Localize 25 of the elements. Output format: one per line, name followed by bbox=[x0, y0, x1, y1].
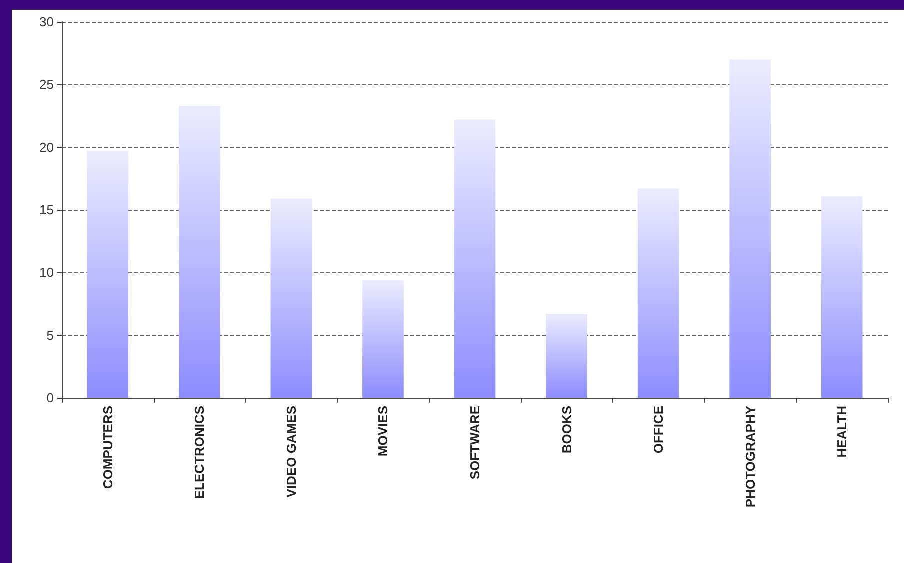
y-tick-label: 25 bbox=[40, 77, 54, 92]
x-tick-label: PHOTOGRAPHY bbox=[742, 406, 758, 508]
bar bbox=[362, 280, 404, 398]
y-tick-label: 5 bbox=[46, 328, 54, 343]
bar bbox=[270, 198, 312, 398]
y-tick-label: 15 bbox=[40, 202, 54, 218]
bar bbox=[546, 314, 588, 398]
x-tick-label: HEALTH bbox=[834, 406, 850, 458]
bar bbox=[638, 188, 680, 398]
x-tick-label: SOFTWARE bbox=[468, 406, 482, 480]
x-tick-label: BOOKS bbox=[559, 406, 574, 454]
bar bbox=[87, 151, 129, 398]
y-tick-label: 20 bbox=[40, 140, 54, 155]
x-tick-label: VIDEO GAMES bbox=[284, 406, 299, 498]
y-tick-label: 0 bbox=[46, 390, 54, 406]
x-tick-label: COMPUTERS bbox=[100, 406, 116, 490]
x-tick-label: MOVIES bbox=[376, 406, 391, 457]
bar bbox=[821, 196, 863, 398]
bar bbox=[730, 60, 771, 398]
x-tick-label: ELECTRONICS bbox=[192, 406, 208, 500]
bar bbox=[454, 120, 496, 398]
y-tick-label: 10 bbox=[40, 265, 54, 280]
y-tick-label: 30 bbox=[40, 14, 54, 30]
bar bbox=[179, 106, 220, 398]
x-tick-label: OFFICE bbox=[651, 406, 666, 454]
